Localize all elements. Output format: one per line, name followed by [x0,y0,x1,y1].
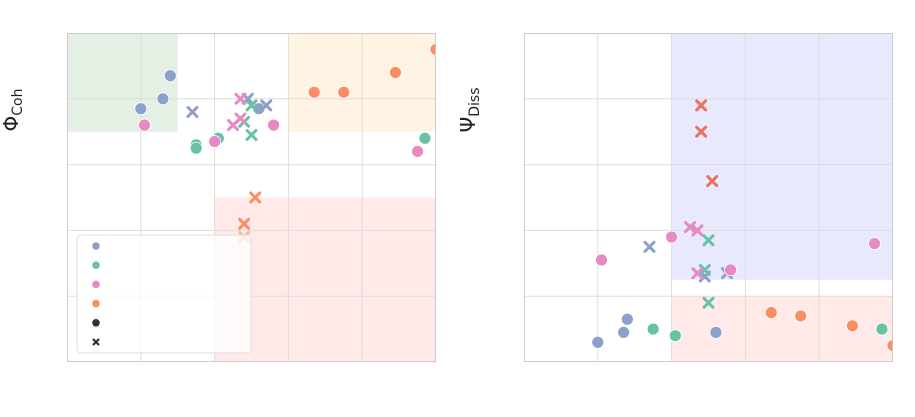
data-point-cross [234,92,247,105]
data-point-cross [245,128,258,141]
data-point-circle [411,145,424,158]
data-point-cross [698,263,711,276]
cross-stroke [234,92,247,105]
data-point-circle [389,66,402,79]
data-point-cross [643,240,656,253]
cross-stroke [249,191,262,204]
cross-stroke [260,99,273,112]
data-point-cross [260,99,273,112]
data-point-cross [186,105,199,118]
data-point-cross [706,175,719,188]
right-y-axis-symbol: Ψ [456,117,480,133]
legend [76,234,252,354]
data-point-circle [646,322,660,336]
legend-box [76,234,252,354]
cross-stroke [702,296,715,309]
left-points [134,43,436,243]
data-point-circle [668,329,682,343]
data-point-circle [189,141,203,155]
left-y-axis-subscript: Coh [10,89,26,116]
legend-marker-color [92,261,100,270]
right-points [591,99,893,352]
data-point-circle [591,335,605,349]
data-point-circle [620,312,634,326]
data-point-circle [267,118,281,132]
data-point-circle [307,85,321,99]
cross-stroke [691,267,704,280]
data-point-circle [665,230,678,244]
data-point-cross [238,217,251,230]
left-y-axis-symbol: Φ [0,116,23,132]
cross-stroke [245,128,258,141]
data-point-circle [794,309,808,323]
data-point-circle [764,306,778,320]
right-y-axis-label: ΨDiss [456,87,483,132]
data-point-circle [418,131,432,145]
data-point-cross [695,125,708,138]
data-point-circle [617,325,631,339]
cross-stroke [245,99,258,112]
data-point-cross [249,191,262,204]
data-point-circle [886,339,893,352]
data-point-cross [691,224,704,237]
cross-stroke [702,234,715,247]
cross-stroke [643,240,656,253]
data-point-circle [208,135,222,148]
data-point-circle [709,325,723,339]
data-point-cross [702,296,715,309]
right-shaded-regions [671,33,893,362]
cross-stroke [695,125,708,138]
data-point-cross [702,234,715,247]
left-panel: ΦCoh [0,33,436,362]
left-y-axis-label: ΦCoh [0,89,26,132]
cross-stroke [186,105,199,118]
cross-stroke [238,217,251,230]
data-point-circle [156,92,170,106]
right-y-axis-subscript: Diss [467,87,483,116]
cross-stroke [92,338,100,346]
data-point-circle [337,85,351,99]
cross-stroke [695,99,708,112]
data-point-circle [875,322,889,336]
data-point-circle [429,43,436,56]
data-point-cross [691,267,704,280]
shaded-region-0 [67,33,178,132]
data-point-circle [846,319,859,333]
data-point-circle [134,102,148,116]
left-plot-frame [67,33,436,362]
cross-stroke [684,221,697,234]
legend-marker-color [92,299,100,308]
cross-stroke [691,224,704,237]
data-point-circle [163,69,177,83]
data-point-circle [595,253,608,267]
cross-stroke [706,175,719,188]
legend-marker-color [92,242,100,250]
data-point-circle [724,263,738,277]
data-point-cross [227,119,240,132]
cross-stroke [227,119,240,132]
right-panel: ΨDiss [456,33,893,362]
data-point-cross [684,221,697,234]
legend-marker-color [92,280,100,289]
data-point-circle [138,118,151,132]
data-point-cross [695,99,708,112]
data-point-circle [868,237,881,250]
right-plot-frame [524,33,893,362]
legend-marker-circle [92,319,100,327]
right-grid [524,33,893,362]
legend-marker-cross [92,338,100,346]
data-point-cross [245,99,258,112]
cross-stroke [698,263,711,276]
